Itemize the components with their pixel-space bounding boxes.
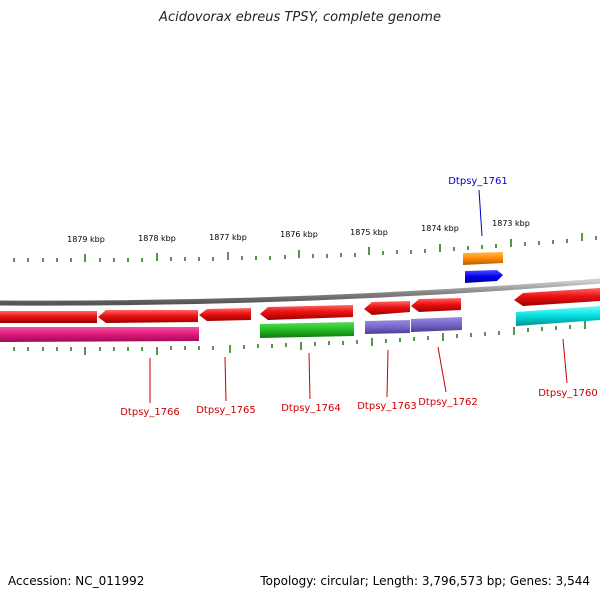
accession-text: Accession: NC_011992 [8, 574, 145, 588]
callout-lines [149, 189, 568, 403]
gene-label[interactable]: Dtpsy_1760 [538, 388, 598, 399]
scale-label: 1876 kbp [280, 230, 318, 239]
scale-label: 1875 kbp [350, 228, 388, 237]
scale-label: 1877 kbp [209, 233, 247, 242]
gene-labels: Dtpsy_1766 Dtpsy_1765 Dtpsy_1764 Dtpsy_1… [120, 176, 598, 418]
scale-label: 1873 kbp [492, 219, 530, 228]
gene-label[interactable]: Dtpsy_1761 [448, 176, 508, 187]
scale-labels: 1879 kbp 1878 kbp 1877 kbp 1876 kbp 1875… [67, 219, 530, 244]
genome-title: Acidovorax ebreus TPSY, complete genome [159, 10, 441, 25]
inner-tick-row [13, 321, 586, 355]
gene-dtpsy-1763[interactable] [365, 320, 410, 334]
gene-dtpsy-1760[interactable] [516, 306, 600, 326]
gene-dtpsy-1766[interactable] [0, 327, 199, 342]
gene-red[interactable] [364, 301, 410, 315]
gene-dtpsy-1762[interactable] [411, 317, 462, 332]
gene-label[interactable]: Dtpsy_1762 [418, 397, 478, 408]
gene-red[interactable] [98, 310, 198, 323]
genome-backbone [0, 278, 600, 306]
outer-tick-row [13, 233, 597, 262]
gene-label[interactable]: Dtpsy_1763 [357, 401, 417, 412]
gene-label[interactable]: Dtpsy_1765 [196, 405, 256, 416]
gene-dtpsy-1764[interactable] [260, 322, 354, 338]
gene-red[interactable] [199, 308, 251, 321]
gene-label[interactable]: Dtpsy_1764 [281, 403, 341, 414]
scale-label: 1879 kbp [67, 235, 105, 244]
scale-label: 1874 kbp [421, 224, 459, 233]
gene-red[interactable] [411, 298, 461, 312]
gene-red[interactable] [0, 311, 97, 323]
gene-red[interactable] [514, 288, 600, 306]
topology-text: Topology: circular; Length: 3,796,573 bp… [260, 574, 590, 588]
colored-gene-row [0, 306, 600, 342]
red-gene-row [0, 288, 600, 323]
scale-label: 1878 kbp [138, 234, 176, 243]
gene-dtpsy-1761-blue[interactable] [465, 270, 503, 283]
gene-dtpsy-1761[interactable] [463, 252, 503, 265]
gene-label[interactable]: Dtpsy_1766 [120, 407, 180, 418]
gene-red[interactable] [260, 305, 353, 320]
